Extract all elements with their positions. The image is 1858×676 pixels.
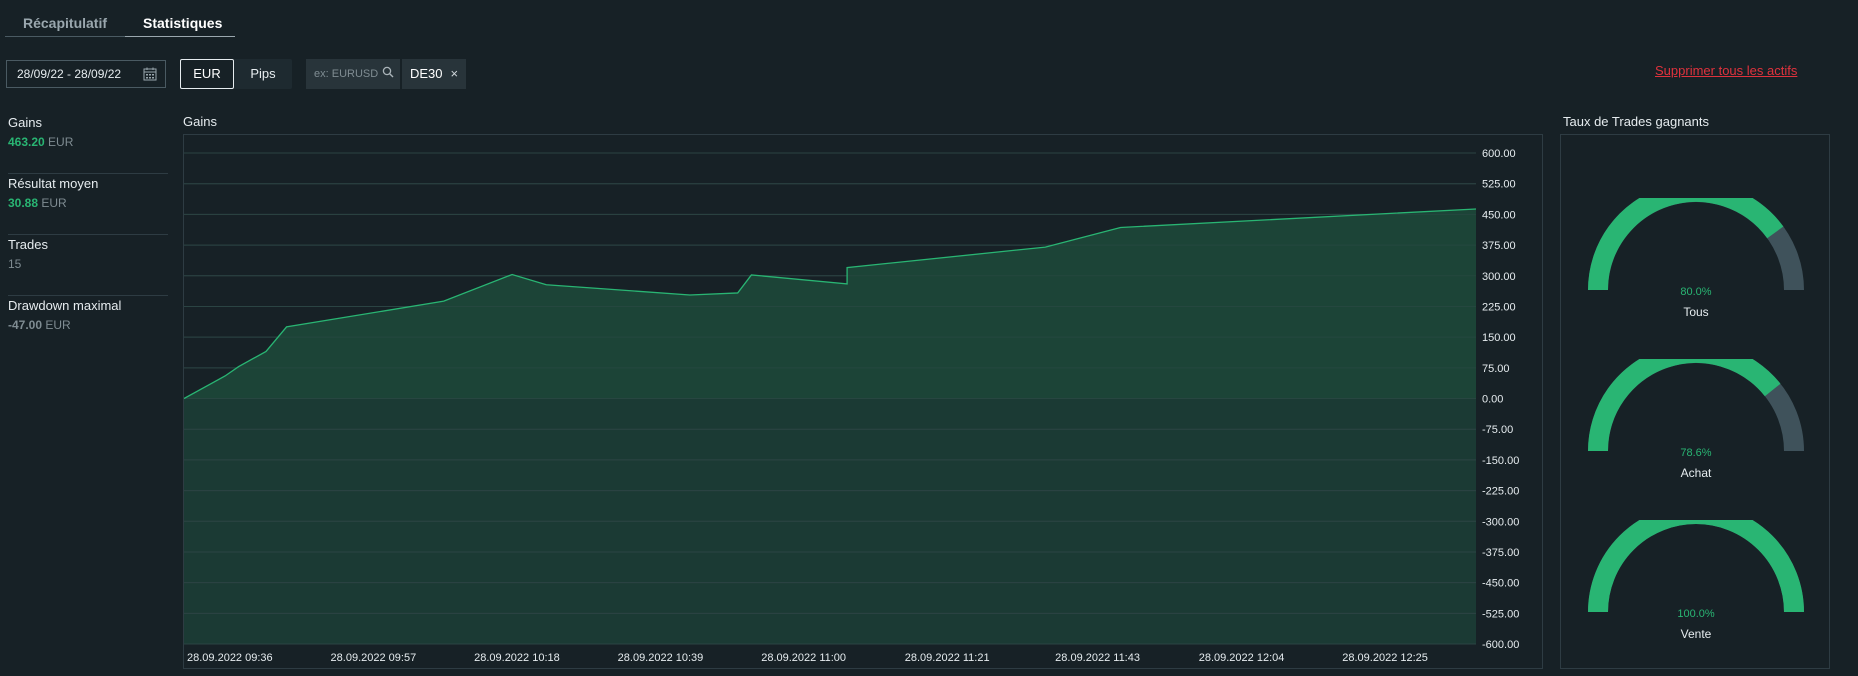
asset-chip-de30: DE30 × — [402, 58, 467, 89]
gauge-sell: 100.0% Vente — [1583, 520, 1809, 641]
y-tick-label: 75.00 — [1482, 363, 1510, 375]
asset-search — [306, 58, 400, 89]
x-tick-label: 28.09.2022 09:57 — [331, 652, 417, 664]
x-tick-label: 28.09.2022 09:36 — [187, 652, 273, 664]
y-tick-label: -375.00 — [1482, 547, 1519, 559]
gauge-percent: 78.6% — [1680, 447, 1712, 459]
stat-unit: EUR — [41, 196, 67, 210]
gauge-arc — [1588, 520, 1804, 613]
y-tick-label: 600.00 — [1482, 148, 1516, 160]
stat-label: Gains — [8, 115, 42, 130]
gauge-all: 80.0% Tous — [1583, 198, 1809, 319]
delete-all-assets-link[interactable]: Supprimer tous les actifs — [1655, 63, 1798, 78]
series-line — [184, 208, 1477, 400]
unit-pips-button[interactable]: Pips — [234, 58, 292, 89]
stat-value: 463.20 — [8, 135, 45, 149]
stat-unit: EUR — [48, 135, 74, 149]
y-tick-label: 225.00 — [1482, 301, 1516, 313]
unit-toggle: EUR Pips — [180, 58, 292, 89]
stat-average-result: Résultat moyen 30.88 EUR — [8, 174, 168, 235]
filter-toolbar: 28/09/22 - 28/09/22 EUR Pips DE30 × — [6, 58, 467, 89]
x-tick-label: 28.09.2022 11:00 — [761, 652, 846, 664]
y-tick-label: 300.00 — [1482, 271, 1516, 283]
y-tick-label: 525.00 — [1482, 179, 1516, 191]
stat-label: Drawdown maximal — [8, 298, 122, 313]
stat-value: 15 — [8, 257, 22, 271]
stat-max-drawdown: Drawdown maximal -47.00 EUR — [8, 296, 168, 357]
gauge-percent: 80.0% — [1680, 286, 1712, 298]
x-tick-label: 28.09.2022 11:43 — [1055, 652, 1140, 664]
y-tick-label: -525.00 — [1482, 608, 1519, 620]
y-tick-label: -225.00 — [1482, 486, 1519, 498]
gauge-arc — [1588, 359, 1804, 452]
gains-chart: 600.00 525.00 450.00 375.00 300.00 225.00 150.… — [183, 134, 1543, 669]
y-tick-label: 150.00 — [1482, 332, 1516, 344]
win-rate-panel: 80.0% Tous 78.6% Achat 100.0% Vente — [1560, 134, 1830, 669]
y-tick-label: 375.00 — [1482, 240, 1516, 252]
gauges-title: Taux de Trades gagnants — [1563, 114, 1709, 129]
gauge-percent: 100.0% — [1677, 608, 1715, 620]
gauge-arc — [1588, 198, 1804, 291]
tab-bar: Récapitulatif Statistiques — [5, 12, 236, 37]
unit-eur-button[interactable]: EUR — [180, 58, 234, 89]
gauge-label: Vente — [1680, 627, 1712, 641]
area-fill — [184, 208, 1476, 399]
chart-title: Gains — [183, 114, 217, 129]
gauge-buy: 78.6% Achat — [1583, 359, 1809, 480]
x-tick-label: 28.09.2022 10:39 — [618, 652, 704, 664]
stat-unit: EUR — [45, 318, 71, 332]
y-tick-label: -150.00 — [1482, 455, 1519, 467]
asset-chip-label: DE30 — [410, 66, 443, 81]
close-icon[interactable]: × — [450, 66, 459, 81]
y-tick-label: -75.00 — [1482, 424, 1513, 436]
gauge-label: Tous — [1683, 305, 1709, 319]
tab-recapitulatif[interactable]: Récapitulatif — [5, 12, 126, 37]
x-tick-label: 28.09.2022 12:25 — [1342, 652, 1428, 664]
y-tick-label: 450.00 — [1482, 209, 1516, 221]
search-icon[interactable] — [382, 65, 394, 83]
stat-label: Trades — [8, 237, 48, 252]
date-range-picker[interactable]: 28/09/22 - 28/09/22 — [6, 59, 166, 88]
x-tick-label: 28.09.2022 12:04 — [1199, 652, 1285, 664]
calendar-icon[interactable] — [143, 67, 157, 81]
gauge-fill — [1588, 198, 1784, 291]
stat-label: Résultat moyen — [8, 176, 99, 191]
gauge-fill — [1588, 520, 1804, 613]
x-tick-label: 28.09.2022 10:18 — [474, 652, 560, 664]
stat-trades: Trades 15 — [8, 235, 168, 296]
asset-search-input[interactable] — [312, 66, 382, 81]
y-tick-label: -300.00 — [1482, 516, 1519, 528]
stat-value: -47.00 — [8, 318, 43, 332]
gains-chart-svg: 600.00 525.00 450.00 375.00 300.00 225.00 150.… — [184, 148, 1519, 664]
stats-panel: Gains 463.20 EUR Résultat moyen 30.88 EU… — [8, 113, 168, 357]
date-range-value: 28/09/22 - 28/09/22 — [17, 66, 122, 81]
gauge-label: Achat — [1680, 466, 1712, 480]
tab-statistiques[interactable]: Statistiques — [125, 12, 236, 37]
y-tick-label: -450.00 — [1482, 578, 1519, 590]
stat-gains: Gains 463.20 EUR — [8, 113, 168, 174]
y-tick-label: 0.00 — [1482, 394, 1503, 406]
gauge-fill — [1588, 359, 1781, 452]
y-tick-label: -600.00 — [1482, 639, 1519, 651]
stat-value: 30.88 — [8, 196, 39, 210]
x-tick-label: 28.09.2022 11:21 — [905, 652, 990, 664]
